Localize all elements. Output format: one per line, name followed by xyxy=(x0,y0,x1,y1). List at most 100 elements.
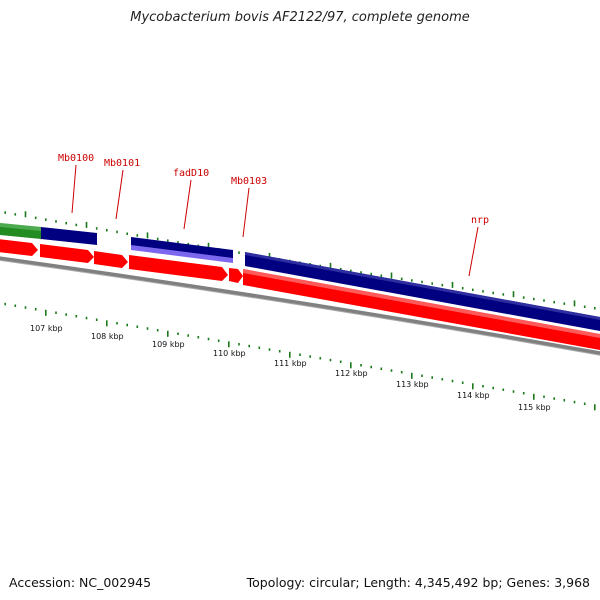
tick-label: 107 kbp xyxy=(30,324,63,333)
inner-minor-tick xyxy=(583,402,586,405)
inner-minor-tick xyxy=(126,323,128,327)
accession-text: Accession: NC_002945 xyxy=(9,575,152,590)
outer-minor-tick xyxy=(116,230,118,234)
inner-minor-tick xyxy=(85,316,88,320)
gene-label-leader-line xyxy=(115,169,124,220)
outer-minor-tick xyxy=(238,251,240,254)
cds-arrow-2[interactable] xyxy=(40,244,94,263)
outer-minor-tick xyxy=(167,239,169,242)
outer-minor-tick xyxy=(563,302,566,305)
gene-label-leader-line xyxy=(242,187,250,238)
outer-minor-tick xyxy=(502,293,505,296)
inner-major-tick xyxy=(594,404,596,411)
outer-minor-tick xyxy=(482,290,484,293)
outer-major-tick xyxy=(329,262,332,269)
gene-feature-mb0100[interactable] xyxy=(41,227,97,245)
inner-minor-tick xyxy=(24,306,27,309)
inner-minor-tick xyxy=(156,329,159,332)
gene-feature-nrp[interactable] xyxy=(245,252,600,331)
gene-feature-fadd10-band xyxy=(131,245,233,263)
gene-label[interactable]: Mb0101 xyxy=(104,158,140,169)
outer-minor-tick xyxy=(65,221,67,225)
inner-minor-tick xyxy=(512,390,515,393)
inner-minor-tick xyxy=(492,386,494,390)
inner-minor-tick xyxy=(309,355,311,358)
outer-minor-tick xyxy=(431,282,433,285)
outer-minor-tick xyxy=(421,280,423,284)
outer-minor-tick xyxy=(472,288,474,292)
cds-arrow-5[interactable] xyxy=(229,268,243,283)
inner-minor-tick xyxy=(258,346,261,349)
cds-highlight xyxy=(243,269,600,338)
inner-minor-tick xyxy=(34,308,37,311)
outer-minor-tick xyxy=(350,269,352,273)
gene-label[interactable]: Mb0100 xyxy=(58,153,94,164)
gene-feature-nrp-highlight xyxy=(245,252,600,320)
gene-label-leader-line xyxy=(71,164,77,214)
genome-backbone-shadow xyxy=(0,259,600,356)
outer-minor-tick xyxy=(156,237,159,241)
inner-minor-tick xyxy=(95,318,98,321)
inner-minor-tick xyxy=(248,344,250,348)
inner-minor-tick xyxy=(177,332,179,335)
forward-gene-track xyxy=(0,222,600,331)
outer-minor-tick xyxy=(553,300,555,304)
outer-major-tick xyxy=(390,272,393,279)
outer-major-tick xyxy=(24,211,27,218)
gene-label-leader-line xyxy=(183,179,192,230)
inner-minor-tick xyxy=(451,379,454,383)
inner-minor-tick xyxy=(400,371,403,374)
tick-label: 110 kbp xyxy=(213,349,246,358)
outer-minor-tick xyxy=(339,267,342,271)
outer-minor-tick xyxy=(411,279,413,282)
inner-minor-tick xyxy=(461,381,464,384)
inner-minor-tick xyxy=(329,358,332,362)
tick-label: 114 kbp xyxy=(457,391,490,400)
inner-minor-tick xyxy=(431,376,433,379)
inner-minor-tick xyxy=(146,327,149,330)
inner-minor-tick xyxy=(238,343,240,346)
cds-arrow-4[interactable] xyxy=(129,255,228,281)
genome-stats-text: Topology: circular; Length: 4,345,492 bp… xyxy=(246,575,590,590)
gene-label-leader-line xyxy=(468,226,479,277)
outer-minor-tick xyxy=(380,274,383,277)
tick-label: 111 kbp xyxy=(274,359,307,368)
inner-minor-tick xyxy=(370,365,372,369)
inner-minor-tick xyxy=(563,399,566,402)
cds-arrow-3[interactable] xyxy=(94,251,128,268)
gene-labels: Mb0100 Mb0101 fadD10 Mb0103 nrp xyxy=(58,153,489,277)
outer-minor-tick xyxy=(34,216,37,220)
inner-minor-tick xyxy=(390,369,393,372)
inner-minor-tick xyxy=(553,397,555,400)
outer-minor-tick xyxy=(594,307,596,310)
gene-label[interactable]: nrp xyxy=(471,215,489,226)
outer-major-tick xyxy=(573,300,576,307)
outer-minor-tick xyxy=(543,299,545,302)
inner-minor-tick xyxy=(502,388,505,391)
inner-minor-tick xyxy=(55,311,57,314)
inner-minor-tick xyxy=(299,353,301,356)
inner-minor-tick xyxy=(421,374,423,377)
gene-label[interactable]: Mb0103 xyxy=(231,176,267,187)
inner-minor-tick xyxy=(136,325,139,328)
tick-labels: 107 kbp 108 kbp 109 kbp 110 kbp 111 kbp 112 k… xyxy=(30,324,551,412)
inner-major-tick xyxy=(411,372,413,379)
outer-major-tick xyxy=(512,291,515,298)
outer-minor-tick xyxy=(75,223,78,227)
inner-minor-tick xyxy=(441,378,444,381)
outer-minor-tick xyxy=(492,291,494,295)
outer-minor-tick xyxy=(95,227,98,230)
cds-arrow-1[interactable] xyxy=(0,238,38,256)
inner-major-tick xyxy=(106,320,108,327)
inner-major-tick xyxy=(167,330,169,337)
inner-minor-tick xyxy=(75,315,78,318)
map-title: Mycobacterium bovis AF2122/97, complete … xyxy=(130,10,470,25)
inner-minor-tick xyxy=(14,304,17,307)
outer-minor-tick xyxy=(360,271,362,274)
outer-major-tick xyxy=(207,242,210,249)
gene-label[interactable]: fadD10 xyxy=(173,168,209,179)
cds-track xyxy=(0,238,600,350)
outer-minor-tick xyxy=(441,283,444,287)
inner-minor-tick xyxy=(197,336,200,339)
inner-minor-tick xyxy=(573,400,576,404)
